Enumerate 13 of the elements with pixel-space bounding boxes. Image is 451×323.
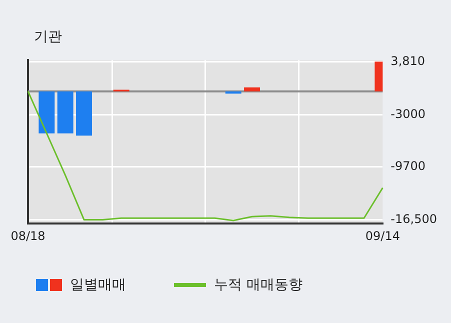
bar [38, 91, 55, 134]
x-tick-label: 08/18 [10, 228, 46, 243]
y-tick-label: -9700 [390, 158, 426, 173]
legend-label: 일별매매 [70, 276, 126, 294]
x-tick-label: 09/14 [365, 228, 400, 243]
chart-title: 기관 [34, 28, 62, 46]
y-tick-label: -16,500 [390, 212, 438, 226]
bar [57, 91, 74, 134]
y-tick-label: -3000 [390, 106, 426, 121]
bar [244, 87, 260, 92]
y-tick-label: 3,810 [390, 54, 426, 68]
bar [76, 91, 92, 136]
legend-label: 누적 매매동향 [214, 276, 302, 294]
